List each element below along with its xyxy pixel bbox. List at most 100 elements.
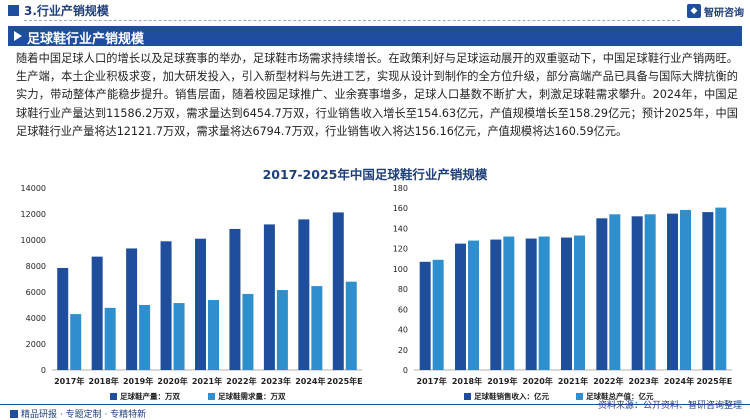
arrow-right-icon — [14, 31, 22, 41]
bar-series2 — [70, 314, 82, 370]
x-tick-label: 2020年 — [157, 376, 187, 386]
x-tick-label: 2025年E — [327, 376, 363, 386]
bar-series1 — [596, 218, 608, 370]
bar-series1 — [525, 238, 537, 370]
y-tick-label: 100 — [393, 265, 408, 274]
brand-logo-icon: ◆ — [687, 4, 701, 18]
x-tick-label: 2020年 — [523, 376, 553, 386]
bar-series1 — [490, 239, 502, 370]
y-tick-label: 4000 — [26, 314, 46, 323]
bar-series2 — [538, 236, 550, 370]
bar-series2 — [276, 290, 288, 370]
bar-series2 — [574, 235, 585, 370]
bar-series2 — [715, 207, 727, 370]
x-tick-label: 2022年 — [593, 376, 623, 386]
bar-series1 — [561, 237, 572, 370]
section-title: 3.行业产销规模 — [24, 4, 109, 18]
legend-label: 足球鞋总产值：亿元 — [586, 391, 654, 400]
bar-series1 — [332, 212, 344, 370]
x-tick-label: 2019年 — [123, 376, 153, 386]
x-tick-label: 2017年 — [54, 376, 84, 386]
revenue-output-chart-svg: 0 20 40 60 80 100 120 140 160 180 2017年 2018年 2019年 2… — [393, 184, 732, 400]
brand: ◆ 智研咨询 — [687, 3, 744, 19]
footer-tagline-text: 精品研报 · 专题定制 · 专精特新 — [21, 410, 147, 420]
bar-series1 — [298, 219, 310, 370]
x-tick-label: 2023年 — [629, 376, 659, 386]
bar-series1 — [263, 224, 275, 370]
bar-series2 — [242, 293, 254, 370]
chart-title: 2017-2025年中国足球鞋行业产销规模 — [262, 167, 488, 182]
footer-divider — [0, 404, 750, 405]
y-tick-label: 40 — [398, 326, 408, 335]
y-tick-label: 140 — [393, 224, 408, 233]
revenue-output-chart: 0 20 40 60 80 100 120 140 160 180 2017年 2018年 2019年 2… — [388, 180, 738, 400]
x-tick-label: 2025年E — [696, 376, 732, 386]
bar-series2 — [503, 236, 515, 370]
legend-swatch — [208, 393, 215, 400]
legend-label: 足球鞋销售收入：亿元 — [474, 391, 549, 400]
y-tick-label: 180 — [393, 184, 408, 193]
bar-series1 — [667, 213, 678, 370]
bar-series2 — [609, 214, 621, 370]
headline-text: 足球鞋行业产销规模 — [27, 32, 145, 47]
y-tick-label: 160 — [393, 204, 408, 213]
body-paragraph: 随着中国足球人口的增长以及足球赛事的举办，足球鞋市场需求持续增长。在政策利好与足… — [16, 52, 738, 138]
x-tick-label: 2023年 — [261, 376, 291, 386]
bar-series1 — [229, 228, 241, 370]
brand-name: 智研咨询 — [704, 7, 744, 19]
y-tick-label: 0 — [41, 366, 46, 375]
bar-series1 — [631, 216, 643, 370]
headline-banner: 足球鞋行业产销规模 — [8, 26, 742, 47]
y-tick-label: 20 — [398, 346, 408, 355]
y-tick-label: 80 — [398, 285, 408, 294]
bar-series1 — [126, 248, 138, 370]
y-tick-label: 14000 — [21, 184, 46, 193]
bar-series2 — [345, 281, 357, 370]
footer-tagline: 精品研报 · 专题定制 · 专精特新 — [10, 407, 146, 420]
y-tick-label: 6000 — [26, 288, 46, 297]
bar-series2 — [104, 307, 116, 370]
section-header: 3.行业产销规模 ◆ 智研咨询 — [0, 0, 750, 22]
bar-series1 — [91, 256, 103, 370]
x-tick-label: 2021年 — [192, 376, 222, 386]
bar-series2 — [680, 209, 691, 370]
y-tick-label: 0 — [403, 366, 408, 375]
bar-series1 — [702, 212, 714, 370]
y-tick-label: 12000 — [21, 210, 46, 219]
x-tick-label: 2019年 — [487, 376, 517, 386]
bar-series1 — [57, 267, 69, 370]
x-tick-label: 2021年 — [558, 376, 588, 386]
legend-swatch — [464, 393, 471, 400]
bar-series1 — [160, 241, 172, 370]
bar-series2 — [208, 300, 219, 370]
bar-series1 — [455, 243, 466, 370]
x-tick-label: 2024年 — [664, 376, 694, 386]
y-tick-label: 10000 — [21, 236, 46, 245]
x-tick-label: 2017年 — [417, 376, 447, 386]
bar-series2 — [468, 240, 479, 370]
x-tick-label: 2024年 — [295, 376, 325, 386]
legend-label: 足球鞋产量：万双 — [120, 391, 180, 400]
x-tick-label: 2022年 — [226, 376, 256, 386]
source-note: 资料来源：公开资料、智研咨询整理 — [597, 401, 742, 411]
x-tick-label: 2018年 — [452, 376, 482, 386]
section-marker-icon — [8, 5, 19, 16]
x-tick-label: 2018年 — [89, 376, 119, 386]
bar-series1 — [195, 238, 206, 370]
legend-label: 足球鞋需求量：万双 — [218, 391, 286, 400]
bar-series2 — [139, 305, 151, 370]
y-tick-label: 120 — [393, 245, 408, 254]
footer-marker-icon — [10, 410, 18, 418]
bar-series2 — [644, 214, 656, 370]
production-demand-chart-svg: 0 2000 4000 6000 8000 10000 12000 14000 2017年 201… — [21, 184, 363, 400]
section-divider — [24, 20, 680, 21]
y-tick-label: 2000 — [26, 340, 46, 349]
bar-series2 — [432, 259, 444, 370]
y-tick-label: 60 — [398, 305, 408, 314]
bar-series2 — [311, 286, 323, 370]
legend-swatch — [576, 393, 583, 400]
bar-series1 — [419, 261, 431, 370]
y-tick-label: 8000 — [26, 262, 46, 271]
production-demand-chart: 0 2000 4000 6000 8000 10000 12000 14000 2017年 201… — [10, 180, 370, 400]
legend-swatch — [110, 393, 117, 400]
